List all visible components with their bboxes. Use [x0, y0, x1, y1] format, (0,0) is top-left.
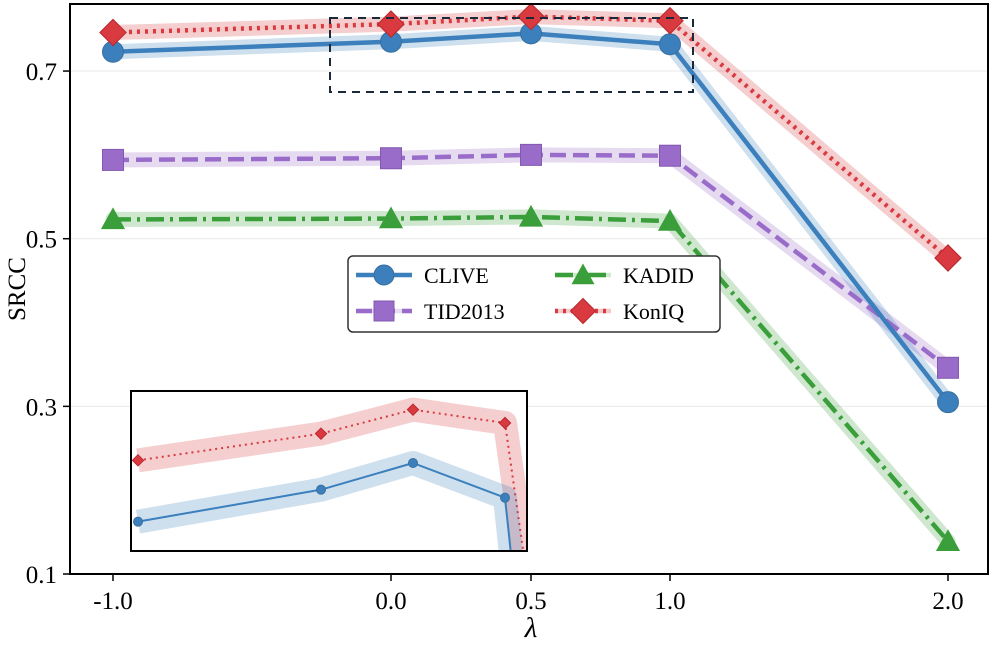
legend: CLIVE KADID TID2013 KonIQ — [347, 255, 721, 333]
legend-marker-clive — [373, 264, 395, 286]
legend-marker-koniq — [569, 297, 597, 325]
x-tick-label: 1.0 — [654, 588, 685, 615]
inset-point-clive — [316, 484, 326, 495]
data-point-tid2013 — [520, 143, 542, 166]
legend-label-kadid: KADID — [623, 263, 694, 288]
legend-label-clive: CLIVE — [424, 263, 489, 288]
x-axis-label: λ — [524, 612, 538, 640]
data-point-kadid — [378, 206, 404, 229]
inset-background — [131, 391, 527, 551]
data-point-clive — [937, 391, 959, 414]
legend-label-tid2013: TID2013 — [424, 299, 505, 324]
y-axis-label: SRCC — [4, 257, 31, 321]
data-point-koniq — [934, 244, 962, 272]
inset-point-koniq — [406, 403, 420, 416]
data-point-tid2013 — [937, 356, 959, 379]
x-tick-label: 0.5 — [515, 588, 546, 615]
plot-frame — [69, 3, 989, 575]
data-point-clive — [659, 33, 681, 56]
data-point-koniq — [377, 10, 405, 38]
inset-zoom — [130, 390, 528, 552]
x-tick-label: 0.0 — [375, 588, 406, 615]
inset-point-koniq — [314, 427, 328, 440]
legend-box — [347, 255, 721, 333]
zoom-region-box — [329, 17, 694, 93]
y-tick-label: 0.5 — [26, 227, 57, 254]
y-tick-label: 0.3 — [26, 394, 57, 421]
x-tick-label: -1.0 — [93, 588, 133, 615]
legend-label-koniq: KonIQ — [623, 299, 684, 324]
inset-point-koniq — [498, 416, 512, 430]
data-point-koniq — [656, 6, 684, 35]
data-point-tid2013 — [102, 148, 124, 171]
inset-point-koniq — [131, 454, 145, 467]
data-point-koniq — [99, 18, 127, 47]
data-point-tid2013 — [659, 144, 681, 167]
data-point-kadid — [657, 209, 683, 231]
data-point-koniq — [517, 2, 545, 31]
y-tick-label: 0.7 — [26, 59, 57, 86]
legend-marker-tid2013 — [373, 300, 395, 322]
inset-line-koniq — [137, 408, 525, 551]
x-tick-label: 2.0 — [932, 588, 963, 615]
inset-point-clive — [133, 516, 143, 527]
inset-point-clive — [500, 492, 510, 503]
data-point-kadid — [518, 204, 544, 227]
series-line-kadid — [112, 214, 950, 543]
inset-point-clive — [408, 458, 418, 468]
y-tick-label: 0.1 — [26, 562, 57, 589]
data-point-kadid — [100, 207, 126, 230]
data-point-kadid — [935, 529, 961, 551]
legend-marker-kadid — [571, 263, 595, 285]
data-point-tid2013 — [380, 147, 402, 170]
inset-frame — [130, 390, 528, 552]
